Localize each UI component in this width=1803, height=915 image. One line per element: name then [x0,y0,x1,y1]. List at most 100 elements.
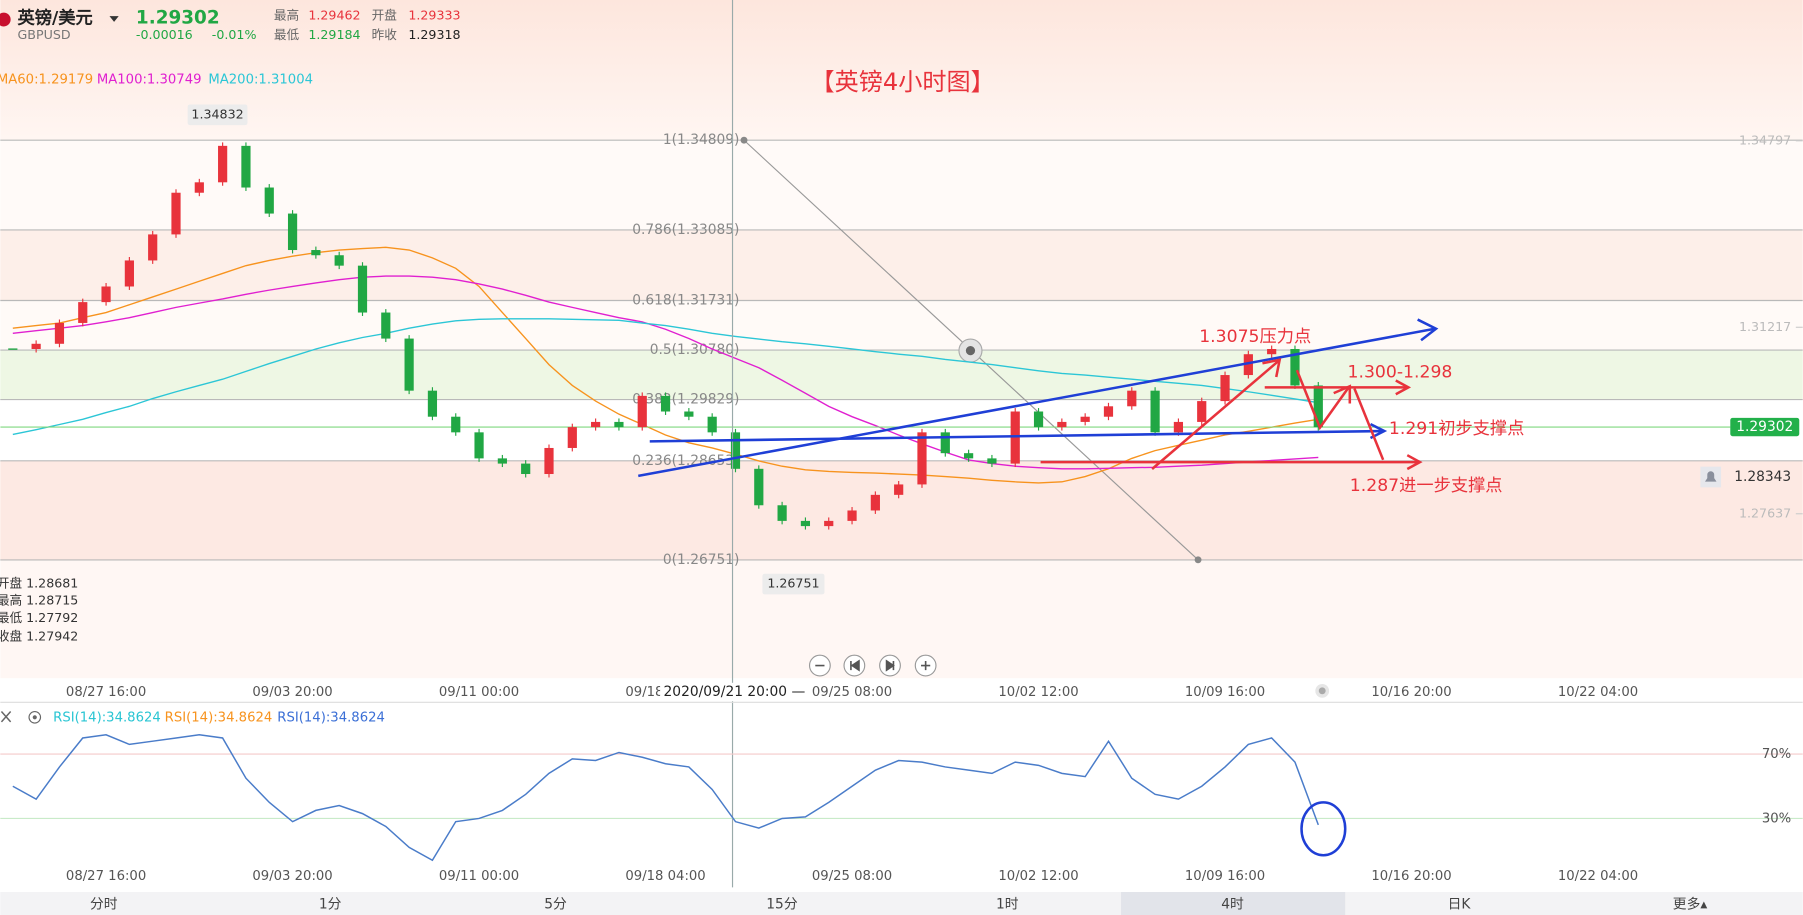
low-marker: 1.26751 [767,576,819,591]
plus-icon [921,660,931,671]
x-tick-label: 09/25 08:00 [812,869,892,884]
current-price-tag [1730,417,1800,437]
tab[interactable]: 15分 [766,897,798,913]
alert-price-label: 1.28343 [1734,469,1791,485]
arrow [1151,359,1280,470]
tab[interactable]: 日K [1448,897,1472,913]
trend-line [638,327,1436,478]
legend-entry: MA200:1.31004 [208,72,313,87]
fib-band [0,460,1803,560]
y-tick-label: 70% [1762,747,1791,762]
current-price-label: 1.29302 [1736,419,1793,435]
arrow-head [1369,423,1388,440]
stat-value: 1.29184 [308,27,360,42]
legend-entry: MA100:1.30749 [97,72,202,87]
bell-icon [1704,471,1717,482]
legend-entry: MA60:1.29179 [0,72,93,87]
trend-lines [638,318,1439,478]
price-change-pct: -0.01% [212,27,257,42]
fib-handle[interactable] [1194,556,1202,564]
close-icon[interactable] [0,711,12,723]
annotation: 1.291初步支撑点 [1389,419,1525,439]
x-tick-label: 09/03 20:00 [252,685,332,700]
fib-center-dot [965,345,976,356]
prev-icon [850,659,860,672]
dropdown-icon[interactable] [109,16,119,22]
tab[interactable]: 1时 [996,897,1019,913]
stat-value: 1.29333 [408,8,460,23]
x-tick-label: 09/18 04:00 [625,869,705,884]
x-tick-label: 10/16 20:00 [1371,869,1451,884]
chart-title: 【英镑4小时图】 [811,68,995,96]
instrument-name[interactable]: 英镑/美元 [18,7,93,28]
y-tick-label: 1.27637 [1739,505,1791,520]
ma-line [12,246,1319,484]
flag-icon [0,12,11,27]
arrow-head [1333,384,1352,404]
fib-level-label: 0(1.26751) [663,552,740,568]
annotation-arrows [1040,358,1423,471]
tab[interactable]: 5分 [544,897,567,913]
stat-label: 开盘 [372,8,398,23]
ohlc-info: 最高 1.28715 [0,593,78,608]
scroll-handle-dot [1318,687,1326,695]
crosshair-label: 2020/09/21 20:00 — [664,684,806,700]
nav-icons [815,659,931,672]
fib-band [0,300,1803,351]
fib-band [0,399,1803,461]
x-tick-label: 09/25 08:00 [812,685,892,700]
crosshair-label-box [660,682,803,702]
arrow-head [1406,454,1423,471]
legend-entry: RSI(14):34.8624 [277,710,385,725]
fib-grid: 1(1.34809) 0.786(1.33085) 0.618(1.31731) 0.… [0,132,1803,700]
arrow [1295,369,1350,431]
fib-band [0,559,1803,679]
annotation: 1.3075压力点 [1199,327,1311,347]
main-chart [0,142,1731,530]
annotation: 1.287进一步支撑点 [1350,476,1503,496]
fib-level-label: 1(1.34809) [663,132,740,148]
y-tick-label: 1.34797 [1739,132,1791,147]
stat-value: 1.29462 [308,8,360,23]
stat-label: 最高 [274,8,299,23]
tabs: 分时 1分 5分 15分 1时 4时 日K 更多▴ [90,896,1707,913]
x-tick-label: 09/11 00:00 [439,685,519,700]
active-tab [1121,892,1346,915]
tab[interactable]: 4时 [1221,897,1244,913]
fib-band [0,350,1803,400]
trend-line [649,429,1384,443]
tab[interactable]: 1分 [319,897,342,913]
x-tick-label: 10/22 04:00 [1558,685,1638,700]
arrow [1353,388,1385,461]
fib-level-label: 0.5(1.30780) [650,342,740,358]
high-marker: 1.34832 [191,106,243,121]
fib-handle[interactable] [740,136,748,144]
fib-level-label: 0.786(1.33085) [632,222,739,238]
ma-legend: MA60:1.29179 MA100:1.30749 MA200:1.31004 [0,72,313,87]
arrow-head [1417,318,1439,342]
x-tick-label: 10/02 12:00 [998,685,1078,700]
next-icon [885,659,895,672]
rsi-chart: 70% 30% 08/27 16:00 09/03 20:00 09/11 00:00 0… [0,710,1803,884]
tab[interactable]: 分时 [90,897,118,913]
settings-icon[interactable] [28,710,42,724]
ohlc-info: 开盘 1.28681 [0,575,78,590]
x-tick-label: 08/27 16:00 [66,685,146,700]
fib-band [0,229,1803,301]
price-change: -0.00016 [136,27,193,42]
rsi-line [12,733,1320,862]
stat-label: 昨收 [372,27,398,42]
ohlc-info: 收盘 1.27942 [0,628,78,643]
ma-line [12,275,1319,470]
annotation: 1.300-1.298 [1348,362,1453,382]
candle [8,348,18,350]
arrow-head [1262,358,1282,378]
low-marker-box [762,573,825,595]
x-tick-label: 09/03 20:00 [252,869,332,884]
fib-bands [0,0,1803,679]
fib-band [0,0,1803,141]
x-tick-label: 10/22 04:00 [1558,869,1638,884]
tab[interactable]: 更多▴ [1673,896,1708,913]
